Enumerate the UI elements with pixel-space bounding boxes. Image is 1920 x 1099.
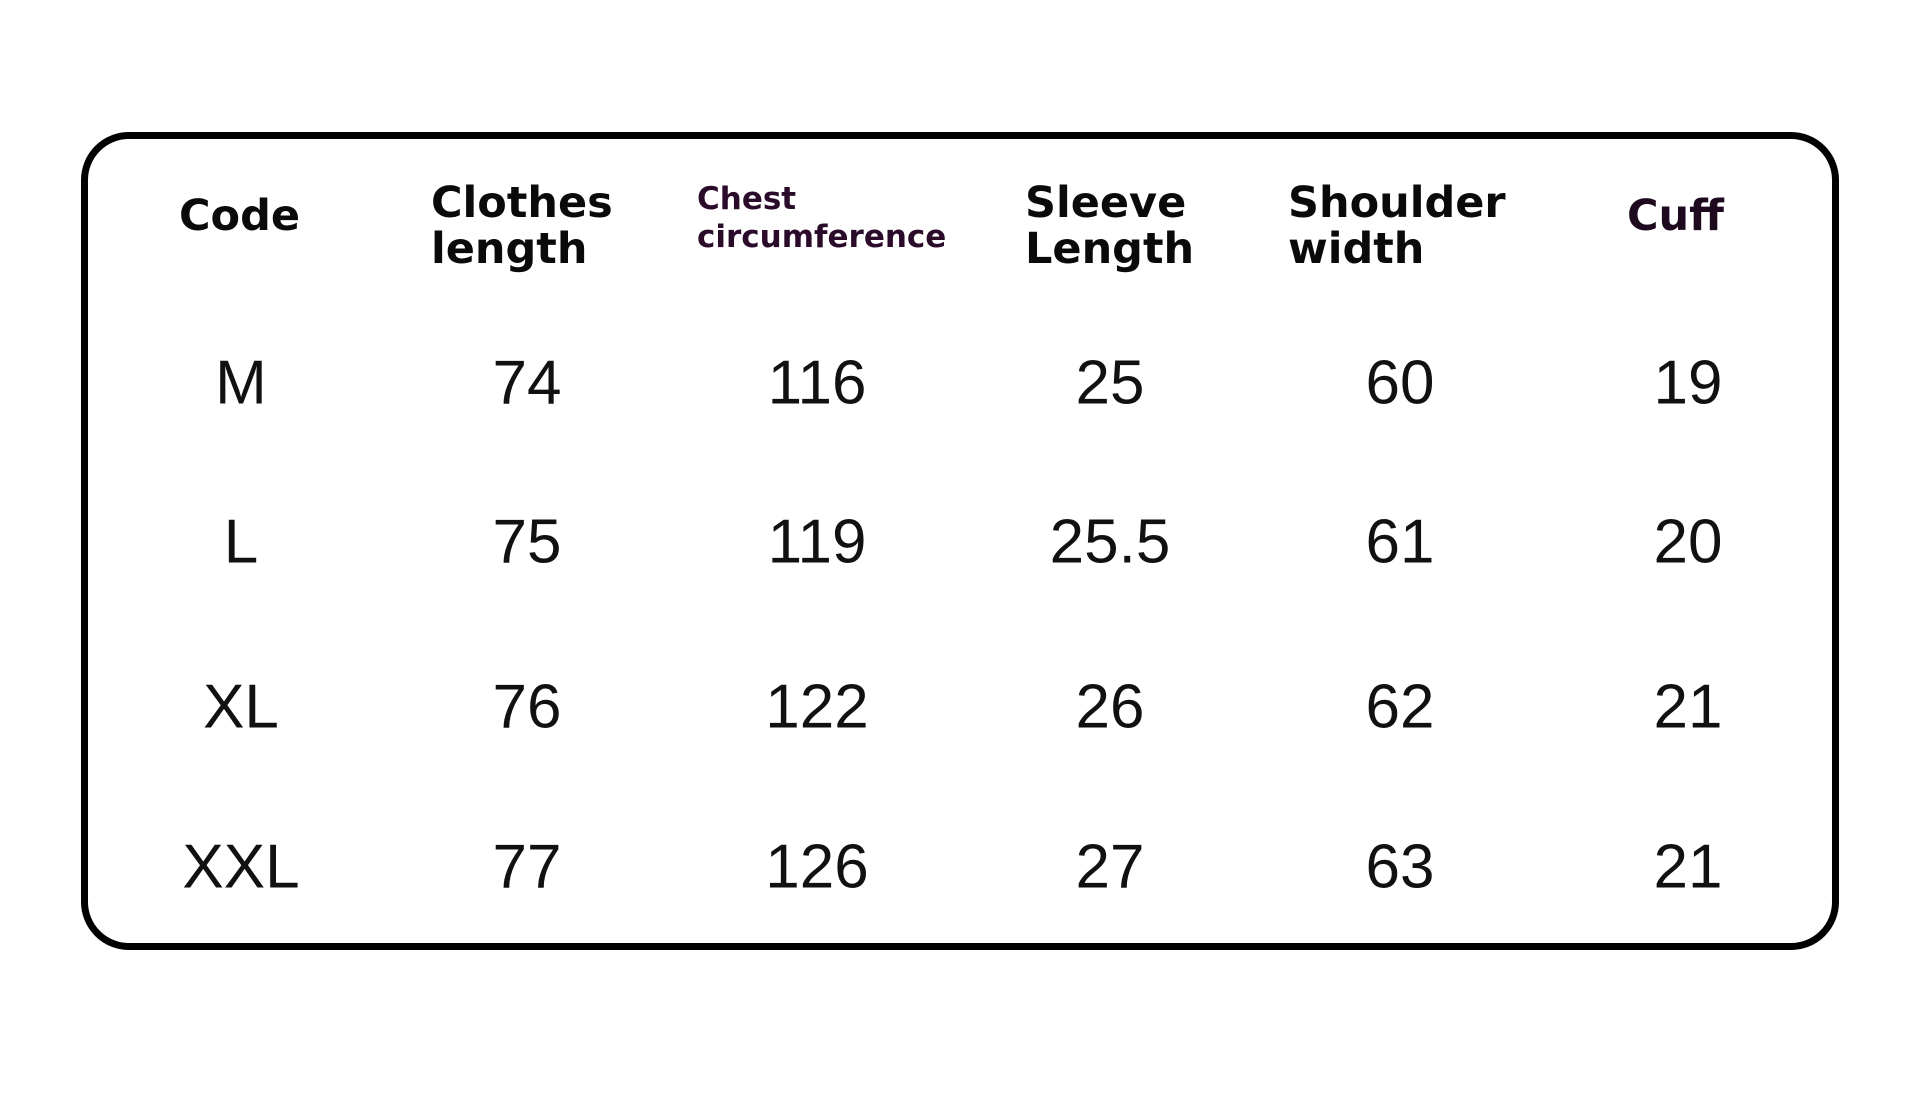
cell-sleeve-length: 26 (1075, 672, 1145, 742)
cell-clothes-length: 74 (492, 348, 562, 418)
cell-chest: 119 (767, 507, 867, 577)
cell-code: L (223, 507, 259, 577)
header-sleeve-line2: Length (1025, 224, 1195, 274)
cell-shoulder-width: 62 (1365, 672, 1435, 742)
cell-cuff: 21 (1653, 832, 1723, 902)
header-chest-line2: circumference (697, 219, 947, 255)
cell-cuff: 20 (1653, 507, 1723, 577)
cell-shoulder-width: 61 (1365, 507, 1435, 577)
header-sleeve-line1: Sleeve (1025, 178, 1187, 228)
header-code: Code (179, 191, 301, 241)
header-shoulder-line1: Shoulder (1288, 178, 1506, 228)
cell-chest: 126 (765, 832, 869, 902)
header-chest-circumference: Chest circumference (697, 180, 946, 256)
cell-sleeve-length: 27 (1075, 832, 1145, 902)
cell-cuff: 19 (1653, 348, 1723, 418)
cell-clothes-length: 77 (492, 832, 562, 902)
cell-shoulder-width: 60 (1365, 348, 1435, 418)
header-clothes-length-line1: Clothes (431, 178, 613, 228)
header-shoulder-line2: width (1288, 224, 1425, 274)
header-shoulder-width: Shoulder width (1288, 180, 1506, 272)
header-clothes-length: Clothes length (431, 180, 613, 272)
cell-sleeve-length: 25 (1075, 348, 1145, 418)
cell-chest: 122 (765, 672, 869, 742)
cell-shoulder-width: 63 (1365, 832, 1435, 902)
cell-code: M (215, 348, 267, 418)
cell-clothes-length: 76 (492, 672, 562, 742)
cell-chest: 116 (767, 348, 867, 418)
cell-sleeve-length: 25.5 (1049, 507, 1171, 577)
cell-code: XL (203, 672, 279, 742)
cell-clothes-length: 75 (492, 507, 562, 577)
header-clothes-length-line2: length (431, 224, 588, 274)
size-table-frame (81, 132, 1839, 950)
cell-code: XXL (182, 832, 300, 902)
cell-cuff: 21 (1653, 672, 1723, 742)
header-sleeve-length: Sleeve Length (1025, 180, 1194, 272)
header-chest-line1: Chest (697, 181, 797, 217)
header-cuff: Cuff (1627, 191, 1725, 241)
